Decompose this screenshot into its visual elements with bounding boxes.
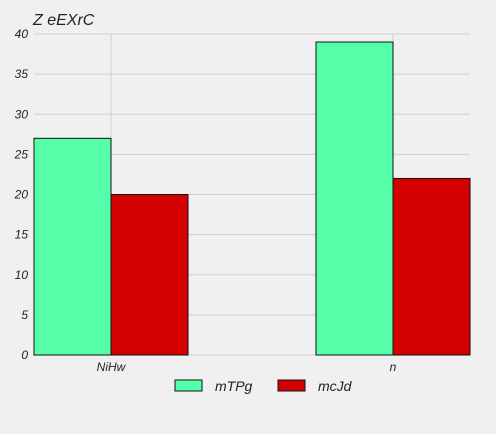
y-tick-label: 15 bbox=[15, 228, 29, 242]
chart-title: Z eEXrC bbox=[32, 12, 95, 29]
x-tick-label: n bbox=[390, 360, 397, 374]
legend-swatch-mcJd bbox=[277, 379, 306, 392]
bar-mTPg-NiHw bbox=[33, 137, 112, 356]
y-tick-label: 35 bbox=[15, 67, 29, 81]
legend-label: mTPg bbox=[215, 378, 253, 394]
legend-label: mcJd bbox=[318, 378, 353, 394]
y-tick-label: 10 bbox=[15, 268, 29, 282]
bar-mcJd-n bbox=[392, 177, 471, 356]
y-tick-label: 0 bbox=[21, 348, 28, 362]
bars bbox=[33, 41, 471, 356]
y-tick-label: 5 bbox=[21, 308, 28, 322]
x-tick-label: NiHw bbox=[97, 360, 127, 374]
bar-mTPg-n bbox=[315, 41, 394, 356]
y-tick-label: 40 bbox=[15, 27, 29, 41]
y-tick-label: 20 bbox=[14, 188, 29, 202]
axes: 0 5 10 15 20 25 30 35 40 NiHw n bbox=[14, 27, 397, 374]
legend-swatch-mTPg bbox=[174, 379, 203, 392]
legend: mTPg mcJd bbox=[174, 378, 353, 394]
y-tick-label: 25 bbox=[14, 147, 29, 161]
y-tick-label: 30 bbox=[15, 107, 29, 121]
bar-mcJd-NiHw bbox=[110, 194, 189, 356]
